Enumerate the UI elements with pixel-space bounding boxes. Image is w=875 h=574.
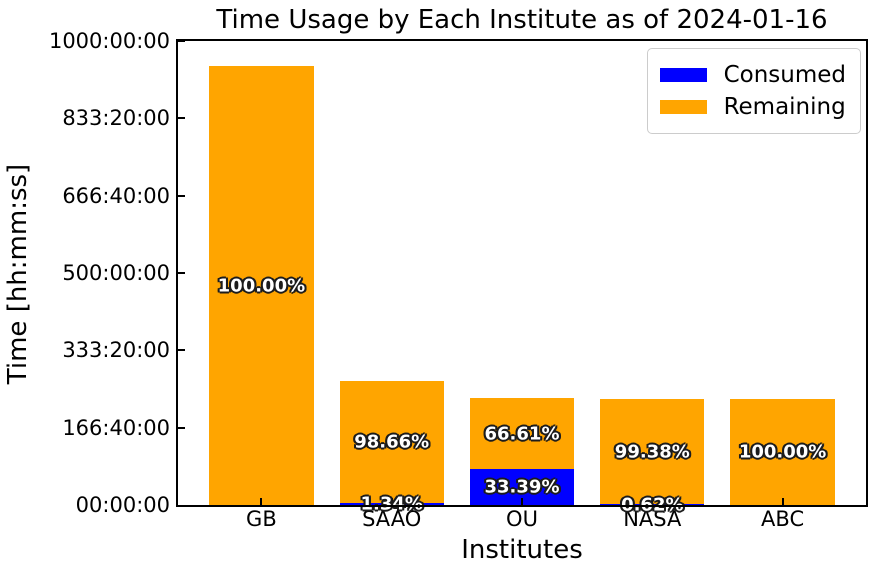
chart-title: Time Usage by Each Institute as of 2024-… xyxy=(216,5,828,35)
y-tick-mark xyxy=(178,349,185,352)
bar-segment-remaining-abc xyxy=(730,398,835,505)
bar-pct-label: 0.62% xyxy=(621,494,684,516)
bar-pct-label: 100.00% xyxy=(738,441,827,463)
x-tick-mark xyxy=(651,498,654,505)
x-tick-mark xyxy=(260,498,263,505)
bar-pct-label: 100.00% xyxy=(217,275,306,297)
plot-area: Consumed Remaining 100.00% 1.34% 98.66% 33.3… xyxy=(178,40,866,515)
x-axis-label: Institutes xyxy=(461,535,583,565)
x-tick-label: SAAO xyxy=(362,507,422,531)
legend: Consumed Remaining xyxy=(646,48,861,134)
bar-pct-label: 99.38% xyxy=(614,441,690,463)
y-tick-label: 333:20:00 xyxy=(62,338,170,363)
x-tick-mark xyxy=(521,498,523,505)
x-tick-label: ABC xyxy=(761,507,805,531)
bar-pct-label: 33.39% xyxy=(484,476,560,498)
y-tick-label: 1000:00:00 xyxy=(48,29,170,53)
x-tick-label: GB xyxy=(246,507,277,531)
y-tick-mark xyxy=(178,117,185,120)
y-tick-mark xyxy=(178,40,185,42)
bar-segment-remaining-ou xyxy=(469,398,575,470)
bar-segment-remaining-nasa xyxy=(600,398,705,505)
y-tick-label: 00:00:00 xyxy=(75,493,170,517)
x-tick-label: NASA xyxy=(623,507,682,531)
x-tick-label: OU xyxy=(506,507,538,531)
legend-entry-remaining: Remaining xyxy=(659,93,846,121)
legend-label: Consumed xyxy=(723,62,846,88)
legend-entry-consumed: Consumed xyxy=(659,61,846,89)
y-tick-label: 833:20:00 xyxy=(62,106,170,131)
y-tick-label: 166:40:00 xyxy=(62,415,170,440)
legend-label: Remaining xyxy=(723,94,846,120)
x-tick-mark xyxy=(781,498,784,505)
bar-segment-remaining-gb xyxy=(209,66,314,505)
bar-pct-label: 66.61% xyxy=(484,423,560,445)
legend-swatch-remaining xyxy=(659,100,707,114)
x-tick-mark xyxy=(390,498,393,505)
y-tick-label: 500:00:00 xyxy=(62,261,170,285)
y-tick-label: 666:40:00 xyxy=(62,183,170,208)
y-tick-mark xyxy=(178,194,185,197)
y-axis-label: Time [hh:mm:ss] xyxy=(3,163,33,385)
y-tick-mark xyxy=(178,272,185,274)
legend-swatch-consumed xyxy=(659,68,707,82)
bar-segment-remaining-saao xyxy=(339,381,444,504)
bar-pct-label: 98.66% xyxy=(354,431,430,453)
bar-pct-label: 1.34% xyxy=(360,493,423,515)
y-tick-mark xyxy=(178,426,185,429)
